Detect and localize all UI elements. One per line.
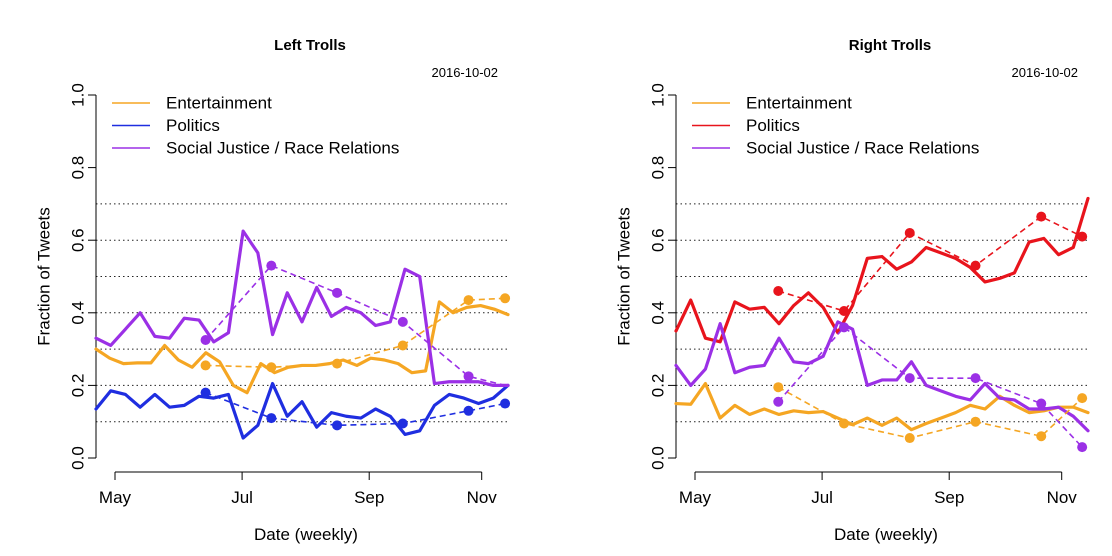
right-trolls-sample-entertainment-point: [1077, 393, 1088, 404]
right-trolls-sample-politics-dashed-line: [778, 215, 1083, 312]
left-trolls-date-label: 2016-10-02: [432, 65, 499, 80]
left-trolls-x-tick-label: Jul: [231, 488, 253, 507]
left-trolls-sample-social-justice-race-relations-point: [463, 371, 474, 382]
right-trolls-sample-entertainment-point: [1036, 431, 1047, 442]
right-trolls-legend-label: Entertainment: [746, 94, 852, 113]
left-trolls-sample-entertainment-point: [266, 362, 277, 373]
left-trolls-sample-entertainment-point: [500, 293, 511, 304]
left-trolls-y-tick-label: 0.6: [69, 228, 88, 252]
right-trolls-legend-label: Politics: [746, 116, 800, 135]
right-trolls-date-label: 2016-10-02: [1012, 65, 1079, 80]
left-trolls-y-tick-label: 0.0: [69, 446, 88, 470]
left-trolls-sample-politics-dashed-line: [205, 391, 506, 427]
right-trolls-sample-social-justice-race-relations-point: [839, 322, 850, 333]
left-trolls-legend-label: Politics: [166, 116, 220, 135]
left-trolls-sample-entertainment-point: [200, 360, 211, 371]
left-trolls-sample-politics-point: [463, 405, 474, 416]
right-trolls-sample-entertainment-point: [970, 416, 981, 427]
right-trolls-sample-social-justice-race-relations-point: [904, 373, 915, 384]
right-trolls-chart-title: Right Trolls: [849, 37, 932, 54]
left-trolls-legend-label: Entertainment: [166, 94, 272, 113]
right-trolls-y-tick-label: 0.6: [649, 228, 668, 252]
right-trolls-sample-social-justice-race-relations-point: [970, 373, 981, 384]
left-trolls-x-tick-label: Nov: [467, 488, 498, 507]
right-trolls-series-politics-line: [674, 196, 1090, 344]
right-trolls-sample-politics-point: [1036, 211, 1047, 222]
right-trolls-x-tick-label: Jul: [811, 488, 833, 507]
right-trolls-y-tick-label: 0.2: [649, 374, 668, 398]
right-trolls-sample-politics-point: [839, 305, 850, 316]
right-trolls-y-axis-label: Fraction of Tweets: [615, 207, 634, 346]
right-trolls-sample-social-justice-race-relations-point: [773, 396, 784, 407]
right-trolls-x-tick-label: Nov: [1047, 488, 1078, 507]
left-trolls-sample-entertainment-dashed-line: [205, 297, 506, 369]
left-trolls-sample-politics-point: [266, 413, 277, 424]
left-trolls-sample-politics-point: [332, 420, 343, 431]
right-trolls-sample-politics-point: [970, 260, 981, 271]
left-trolls-x-tick-label: Sep: [354, 488, 384, 507]
left-trolls-sample-politics-point: [397, 418, 408, 429]
left-trolls-sample-politics-point: [500, 398, 511, 409]
right-trolls-sample-social-justice-race-relations-dashed-line: [777, 326, 1083, 448]
left-trolls-x-axis-label: Date (weekly): [254, 525, 358, 544]
left-trolls-series-entertainment-line: [94, 300, 510, 395]
right-trolls-x-axis-label: Date (weekly): [834, 525, 938, 544]
left-trolls-chart-title: Left Trolls: [274, 37, 346, 54]
left-trolls-y-tick-label: 0.8: [69, 156, 88, 180]
right-trolls-sample-politics-point: [773, 286, 784, 297]
right-trolls-x-tick-label: May: [679, 488, 712, 507]
left-trolls-y-axis-label: Fraction of Tweets: [35, 207, 54, 346]
left-trolls-sample-politics-point: [200, 387, 211, 398]
right-trolls-legend-label: Social Justice / Race Relations: [746, 139, 979, 158]
right-trolls-series-entertainment-line: [674, 381, 1090, 432]
right-trolls-sample-entertainment-dashed-line: [777, 386, 1083, 439]
left-trolls-x-tick-label: May: [99, 488, 132, 507]
right-trolls-sample-entertainment-point: [773, 382, 784, 393]
left-trolls-sample-social-justice-race-relations-point: [266, 260, 277, 271]
left-trolls-y-tick-label: 0.4: [69, 301, 88, 325]
left-trolls-sample-entertainment-point: [332, 358, 343, 369]
left-trolls-sample-social-justice-race-relations-point: [200, 335, 211, 346]
right-trolls-y-tick-label: 1.0: [649, 83, 668, 107]
right-trolls-sample-entertainment-point: [839, 418, 850, 429]
left-trolls-sample-entertainment-point: [397, 340, 408, 351]
right-trolls-x-tick-label: Sep: [934, 488, 964, 507]
right-trolls-sample-social-justice-race-relations-point: [1036, 398, 1047, 409]
left-trolls-sample-social-justice-race-relations-point: [397, 316, 408, 327]
left-trolls-sample-social-justice-race-relations-point: [332, 287, 343, 298]
right-trolls-sample-politics-point: [1077, 231, 1088, 242]
right-trolls-y-tick-label: 0.0: [649, 446, 668, 470]
right-trolls-y-tick-label: 0.8: [649, 156, 668, 180]
right-trolls-panel: Right Trolls 2016-10-02 0.0 0.2 0.4 0.6 0.8 1.0…: [615, 37, 1090, 544]
right-trolls-sample-entertainment-point: [904, 433, 915, 444]
left-trolls-series-social-justice-race-relations-line: [94, 229, 510, 387]
right-trolls-series-social-justice-race-relations-line: [674, 320, 1090, 433]
left-trolls-panel: Left Trolls 2016-10-02 0.0 0.2 0.4 0.6 0.8 1.0 F…: [35, 37, 511, 544]
right-trolls-sample-politics-point: [904, 227, 915, 238]
left-trolls-sample-social-justice-race-relations-dashed-line: [204, 264, 506, 387]
left-trolls-legend-label: Social Justice / Race Relations: [166, 139, 399, 158]
left-trolls-y-tick-label: 0.2: [69, 374, 88, 398]
left-trolls-y-tick-label: 1.0: [69, 83, 88, 107]
right-trolls-y-tick-label: 0.4: [649, 301, 668, 325]
left-trolls-sample-entertainment-point: [463, 295, 474, 306]
right-trolls-sample-social-justice-race-relations-point: [1077, 442, 1088, 453]
left-trolls-series-politics-line: [94, 381, 510, 440]
